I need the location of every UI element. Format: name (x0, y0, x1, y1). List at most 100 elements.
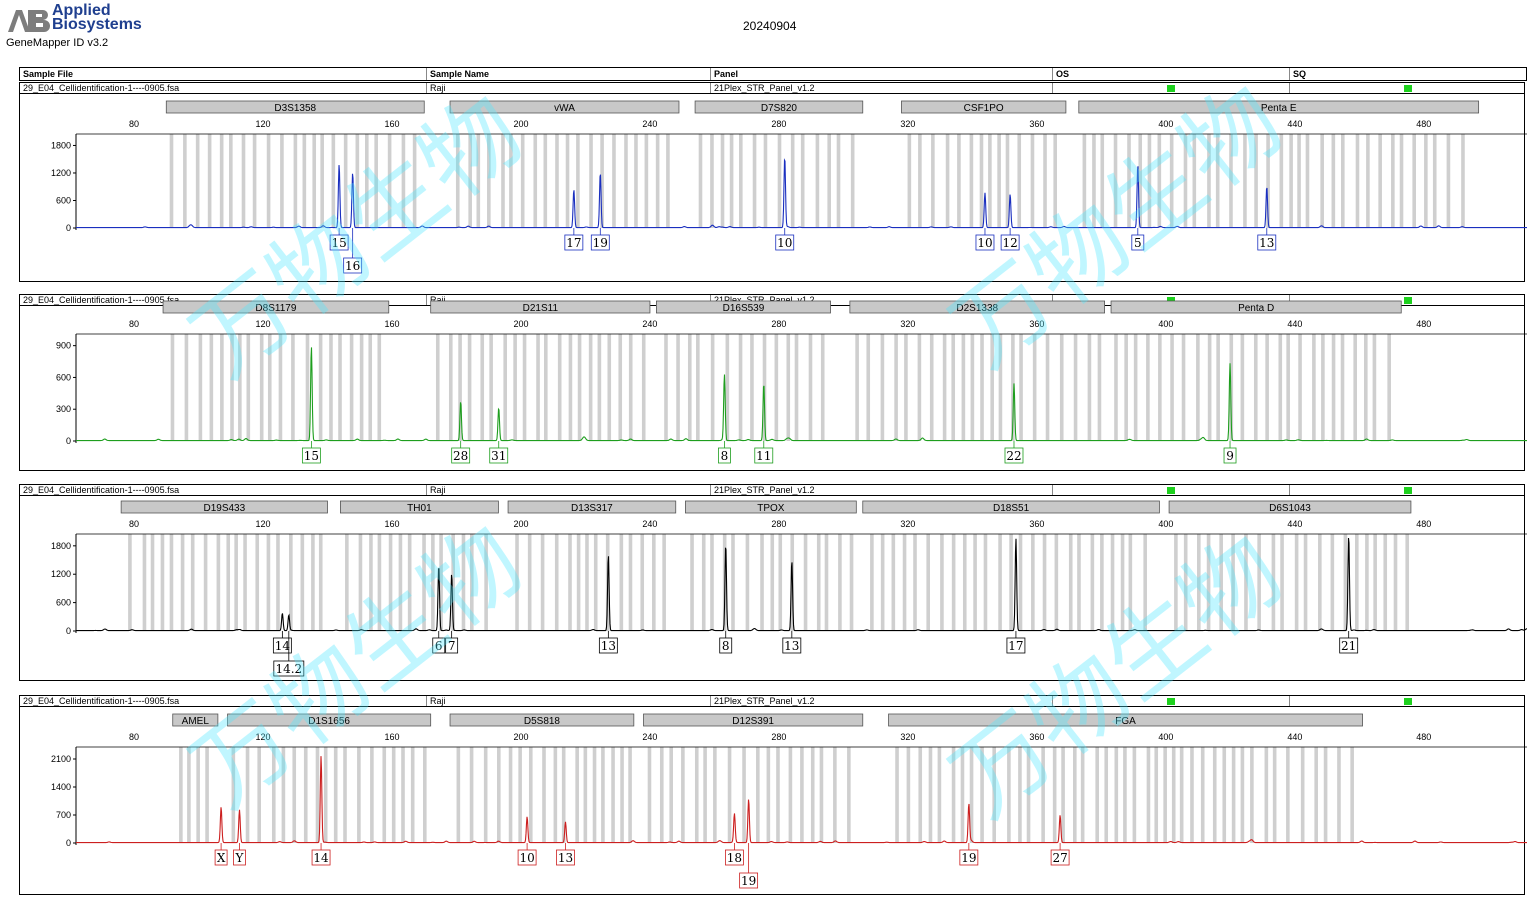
allele-label-box[interactable] (959, 849, 979, 866)
allele-bin (448, 334, 453, 441)
locus-bar[interactable] (888, 713, 1363, 727)
allele-label-box[interactable] (556, 849, 575, 866)
allele-bin (220, 334, 224, 441)
allele-label: 11 (756, 449, 771, 463)
allele-label-box[interactable] (782, 637, 802, 654)
allele-bin (150, 534, 155, 631)
allele-bin (913, 534, 917, 631)
allele-label-box[interactable] (1006, 637, 1026, 654)
allele-bin (234, 534, 238, 631)
allele-bin (1005, 134, 1010, 228)
allele-label-box[interactable] (718, 447, 731, 464)
locus-bar[interactable] (449, 713, 635, 727)
allele-bin (979, 134, 984, 228)
allele-bin (544, 334, 548, 441)
allele-label-box[interactable] (451, 447, 471, 464)
allele-bin (962, 534, 967, 631)
locus-bar[interactable] (165, 100, 425, 114)
locus-bar[interactable] (1078, 100, 1480, 114)
locus-name: D18S51 (993, 503, 1030, 514)
allele-label-box[interactable] (311, 849, 331, 866)
allele-label-box[interactable] (1257, 234, 1277, 251)
locus-bar[interactable] (1110, 300, 1402, 314)
allele-label-box[interactable] (564, 234, 584, 251)
allele-label-box[interactable] (775, 234, 795, 251)
x-tick-label: 360 (1029, 519, 1044, 529)
allele-label-box[interactable] (1004, 447, 1024, 464)
allele-label-box[interactable] (517, 849, 537, 866)
locus-bar[interactable] (430, 300, 651, 314)
allele-bin (778, 534, 783, 631)
allele-bin (800, 747, 804, 843)
locus-bar[interactable] (694, 100, 864, 114)
allele-bin (918, 134, 922, 228)
allele-label-box[interactable] (719, 637, 733, 654)
allele-bin (515, 534, 519, 631)
x-tick-label: 360 (1029, 732, 1044, 742)
allele-bin (725, 334, 730, 441)
allele-bin (467, 334, 472, 441)
allele-label-box[interactable] (1223, 447, 1237, 464)
allele-label-box[interactable] (343, 257, 363, 274)
trace-line (76, 347, 1527, 442)
locus-bar[interactable] (449, 100, 680, 114)
allele-label-box[interactable] (975, 234, 995, 251)
allele-label-box[interactable] (1000, 234, 1020, 251)
allele-bin (311, 534, 315, 631)
os-qc-indicator (1167, 85, 1175, 92)
allele-label-box[interactable] (233, 849, 246, 866)
locus-bar[interactable] (685, 500, 857, 514)
locus-bar[interactable] (227, 713, 432, 727)
locus-bar[interactable] (340, 500, 499, 514)
x-tick-label: 320 (900, 519, 915, 529)
allele-bin (664, 334, 668, 441)
allele-label-box[interactable] (273, 660, 305, 677)
allele-label-box[interactable] (445, 637, 459, 654)
allele-label-box[interactable] (432, 637, 446, 654)
locus-bar[interactable] (849, 300, 1105, 314)
x-tick-label: 160 (384, 119, 399, 129)
allele-bin (1169, 134, 1174, 228)
y-tick-label: 600 (56, 372, 71, 382)
allele-label-box[interactable] (1050, 849, 1070, 866)
allele-label-box[interactable] (272, 637, 292, 654)
allele-bin (289, 534, 293, 631)
allele-label-box[interactable] (1131, 234, 1145, 251)
allele-label-box[interactable] (329, 234, 349, 251)
allele-label-box[interactable] (214, 849, 228, 866)
locus-bar[interactable] (901, 100, 1067, 114)
allele-bin (1298, 334, 1302, 441)
allele-bin (1146, 334, 1150, 441)
allele-bin (1207, 334, 1212, 441)
y-tick-label: 700 (56, 810, 71, 820)
allele-bin (770, 534, 775, 631)
allele-label-box[interactable] (725, 849, 744, 866)
allele-bin (1343, 534, 1348, 631)
sample-file-value: 29_E04_Cellidentification-1----0905.fsa (23, 83, 180, 93)
locus-bar[interactable] (162, 300, 390, 314)
allele-bin (509, 134, 513, 228)
locus-bar[interactable] (507, 500, 677, 514)
allele-label-box[interactable] (754, 447, 774, 464)
locus-bar[interactable] (656, 300, 831, 314)
allele-label-box[interactable] (739, 872, 759, 889)
allele-bin (824, 534, 829, 631)
allele-bin (624, 134, 628, 228)
locus-bar[interactable] (120, 500, 328, 514)
locus-bar[interactable] (643, 713, 864, 727)
allele-label-box[interactable] (1339, 637, 1359, 654)
locus-bar[interactable] (172, 713, 219, 727)
allele-label-box[interactable] (489, 447, 509, 464)
x-tick-label: 80 (129, 319, 139, 329)
allele-bin (312, 134, 317, 228)
locus-bar[interactable] (862, 500, 1160, 514)
allele-label: 17 (566, 236, 581, 250)
allele-bin (1095, 747, 1099, 843)
allele-label-box[interactable] (301, 447, 321, 464)
allele-bin (951, 747, 956, 843)
allele-label-box[interactable] (590, 234, 610, 251)
allele-bin (1219, 534, 1223, 631)
allele-bin (468, 134, 472, 228)
locus-bar[interactable] (1168, 500, 1412, 514)
allele-label-box[interactable] (598, 637, 618, 654)
